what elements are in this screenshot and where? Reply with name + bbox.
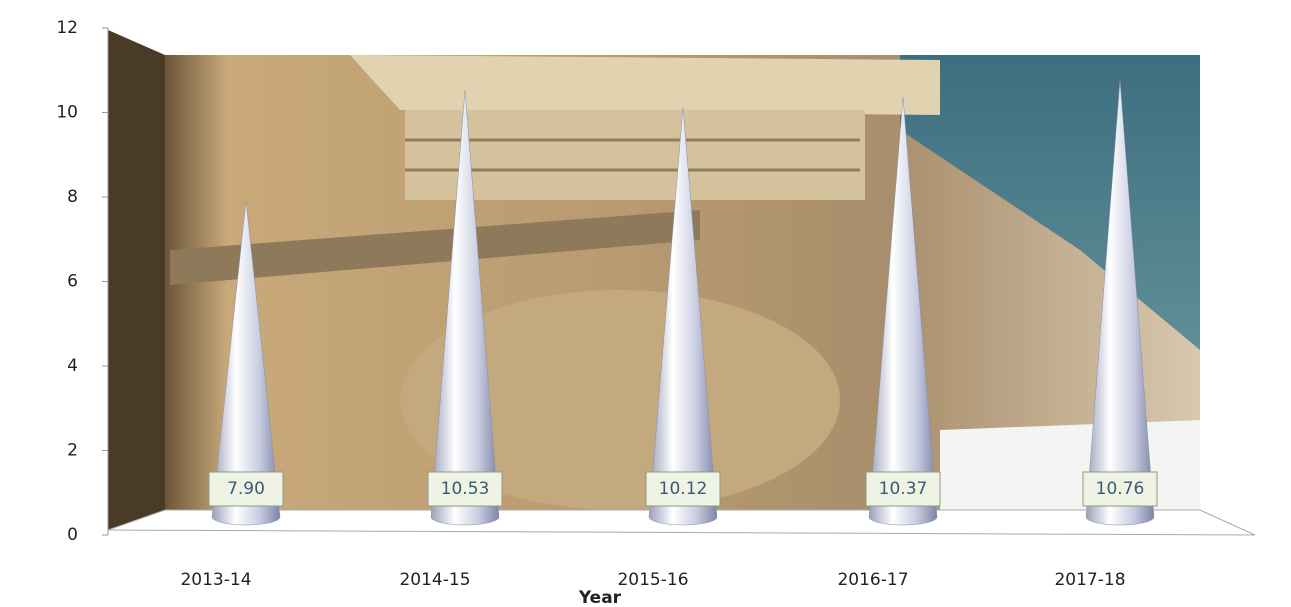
cone (648, 107, 718, 526)
x-tick-label: 2013-14 (180, 570, 251, 590)
y-tick-label: 2 (67, 441, 78, 461)
y-tick-label: 0 (67, 525, 78, 545)
y-tick-label: 6 (67, 272, 78, 292)
value-label-box (208, 471, 284, 507)
x-axis-label: Year (578, 588, 622, 607)
cone (868, 96, 938, 526)
y-tick-label: 8 (67, 187, 78, 207)
value-label: 10.53 (441, 479, 490, 499)
value-label-box (427, 471, 503, 507)
value-label: 7.90 (227, 479, 265, 499)
x-tick-label: 2017-18 (1054, 570, 1125, 590)
value-label: 10.37 (879, 479, 928, 499)
value-label-box (865, 471, 941, 507)
y-tick-label: 12 (56, 18, 78, 38)
value-label-box (1082, 471, 1158, 507)
value-label: 10.12 (659, 479, 708, 499)
x-tick-label: 2014-15 (399, 570, 470, 590)
cone (211, 201, 281, 526)
cone (430, 90, 500, 526)
value-label: 10.76 (1096, 479, 1145, 499)
value-label-box (645, 471, 721, 507)
y-tick-label: 4 (67, 356, 78, 376)
x-tick-label: 2015-16 (617, 570, 688, 590)
x-tick-label: 2016-17 (837, 570, 908, 590)
y-tick-label: 10 (56, 103, 78, 123)
cone (1085, 80, 1155, 526)
